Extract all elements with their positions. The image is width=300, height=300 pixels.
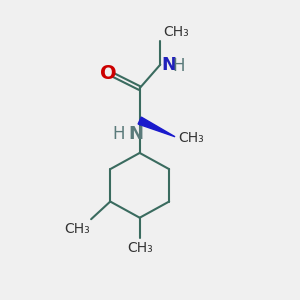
Text: H: H <box>173 57 185 75</box>
Text: N: N <box>128 125 143 143</box>
Text: O: O <box>100 64 116 83</box>
Polygon shape <box>138 117 175 137</box>
Text: CH₃: CH₃ <box>163 25 189 39</box>
Text: CH₃: CH₃ <box>178 131 204 145</box>
Text: H: H <box>112 125 125 143</box>
Text: CH₃: CH₃ <box>64 221 90 236</box>
Text: CH₃: CH₃ <box>127 241 153 255</box>
Text: N: N <box>161 56 176 74</box>
